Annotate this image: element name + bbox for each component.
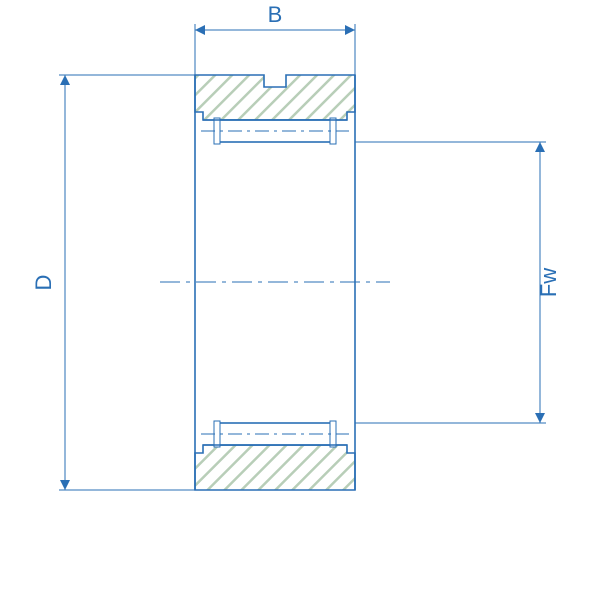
dim-label-D: D <box>31 275 56 291</box>
outer-ring-bottom <box>195 445 355 490</box>
dim-label-B: B <box>268 2 283 27</box>
bearing-cross-section-diagram: B D Fw <box>0 0 600 600</box>
dim-label-Fw: Fw <box>536 268 561 297</box>
outer-ring-top <box>195 75 355 120</box>
